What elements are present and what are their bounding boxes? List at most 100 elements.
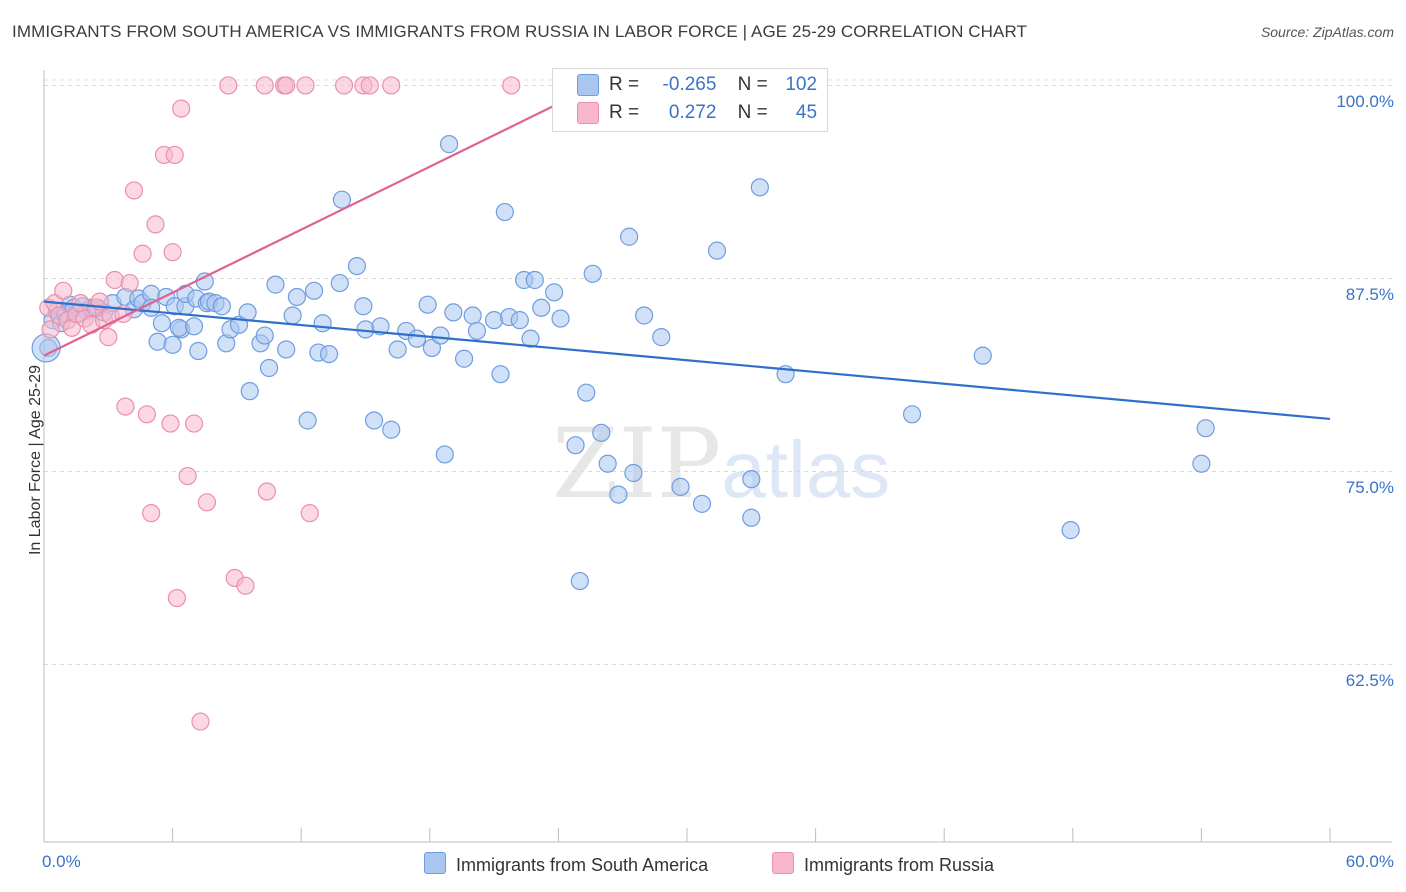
data-point (463, 306, 482, 325)
data-point (116, 397, 135, 416)
legend-n-label: N = (737, 74, 768, 96)
data-point (124, 181, 144, 200)
data-point (902, 405, 922, 424)
data-point (620, 227, 639, 246)
data-point (105, 270, 124, 290)
data-point (319, 344, 339, 364)
legend-r-value: -0.265 (662, 74, 717, 96)
trend-lines (43, 92, 1331, 421)
data-point (454, 349, 474, 368)
y-tick-label: 62.5% (1345, 671, 1394, 691)
data-point (566, 436, 585, 455)
data-point (330, 273, 349, 293)
data-point (382, 420, 401, 439)
y-tick-label: 87.5% (1345, 285, 1394, 305)
data-point (598, 454, 617, 473)
axes (43, 70, 1392, 843)
data-point (388, 340, 407, 359)
data-point (364, 411, 384, 430)
legend-swatch-south-america (424, 852, 446, 874)
data-point (195, 272, 214, 291)
data-point (236, 576, 255, 595)
data-point (146, 215, 165, 234)
data-point (332, 190, 352, 209)
data-point (163, 243, 182, 262)
data-point (583, 264, 602, 283)
data-point (184, 414, 204, 433)
data-point (750, 178, 769, 197)
data-point (1196, 419, 1215, 438)
data-point (219, 76, 238, 95)
chart-source: Source: ZipAtlas.com (1260, 24, 1394, 40)
data-point (142, 298, 161, 317)
data-point (165, 145, 184, 165)
data-point (532, 298, 551, 317)
legend-item-russia: Immigrants from Russia (772, 852, 994, 876)
data-point (1061, 521, 1080, 540)
legend-item-south-america: Immigrants from South America (424, 852, 708, 876)
legend-swatch-russia (577, 102, 599, 124)
data-point (31, 333, 61, 363)
y-tick-label: 100.0% (1336, 92, 1394, 112)
data-point (133, 244, 152, 263)
data-point (298, 411, 317, 430)
data-point (467, 321, 487, 341)
data-point (300, 504, 319, 523)
data-point (347, 256, 367, 276)
data-point (191, 712, 210, 731)
data-point (313, 314, 332, 333)
data-point (184, 317, 204, 336)
data-point (167, 588, 186, 608)
data-point (407, 329, 427, 348)
data-point (197, 493, 216, 512)
data-point (521, 329, 540, 348)
legend-r-label: R = (609, 102, 640, 124)
data-point (334, 76, 354, 95)
data-point (418, 295, 437, 314)
data-point (551, 309, 570, 328)
data-point (304, 281, 324, 300)
data-point (444, 303, 463, 322)
legend-n-label: N = (737, 102, 768, 124)
legend-row-south-america: R = -0.265 N = 102 (577, 74, 817, 98)
legend-n-value: 45 (795, 102, 818, 124)
data-point (435, 445, 454, 464)
data-point (510, 311, 529, 330)
data-point (71, 294, 90, 313)
data-point (99, 328, 118, 347)
data-point (422, 338, 442, 358)
data-point (592, 423, 611, 442)
data-point (238, 303, 257, 322)
data-point (671, 477, 690, 496)
data-point (502, 76, 521, 95)
legend-label-russia: Immigrants from Russia (804, 855, 995, 875)
data-point (577, 383, 596, 402)
data-point (570, 571, 589, 591)
data-point (257, 482, 277, 501)
data-point (41, 320, 60, 339)
data-point (1192, 454, 1211, 473)
data-point (439, 135, 459, 154)
legend-r-value: 0.272 (668, 102, 717, 124)
data-point (742, 470, 761, 489)
data-point (360, 76, 379, 95)
data-point (148, 332, 167, 351)
data-point (255, 76, 274, 95)
data-point (431, 326, 450, 345)
legend-n-value: 102 (785, 74, 818, 96)
x-tick-label-min: 0.0% (42, 852, 81, 871)
watermark-atlas: atlas (721, 425, 891, 514)
data-point (371, 317, 390, 336)
legend-swatch-south-america (577, 74, 599, 96)
series-south-america-points (31, 76, 1215, 591)
x-tick-label-max: 60.0% (1345, 852, 1394, 871)
legend-swatch-russia (772, 852, 794, 874)
chart-title: IMMIGRANTS FROM SOUTH AMERICA VS IMMIGRA… (12, 22, 1028, 41)
data-point (277, 76, 296, 95)
trend-line (43, 300, 1331, 421)
data-point (189, 341, 208, 361)
data-point (545, 283, 564, 302)
data-point (624, 463, 643, 483)
data-point (485, 311, 504, 330)
data-point (354, 297, 373, 316)
